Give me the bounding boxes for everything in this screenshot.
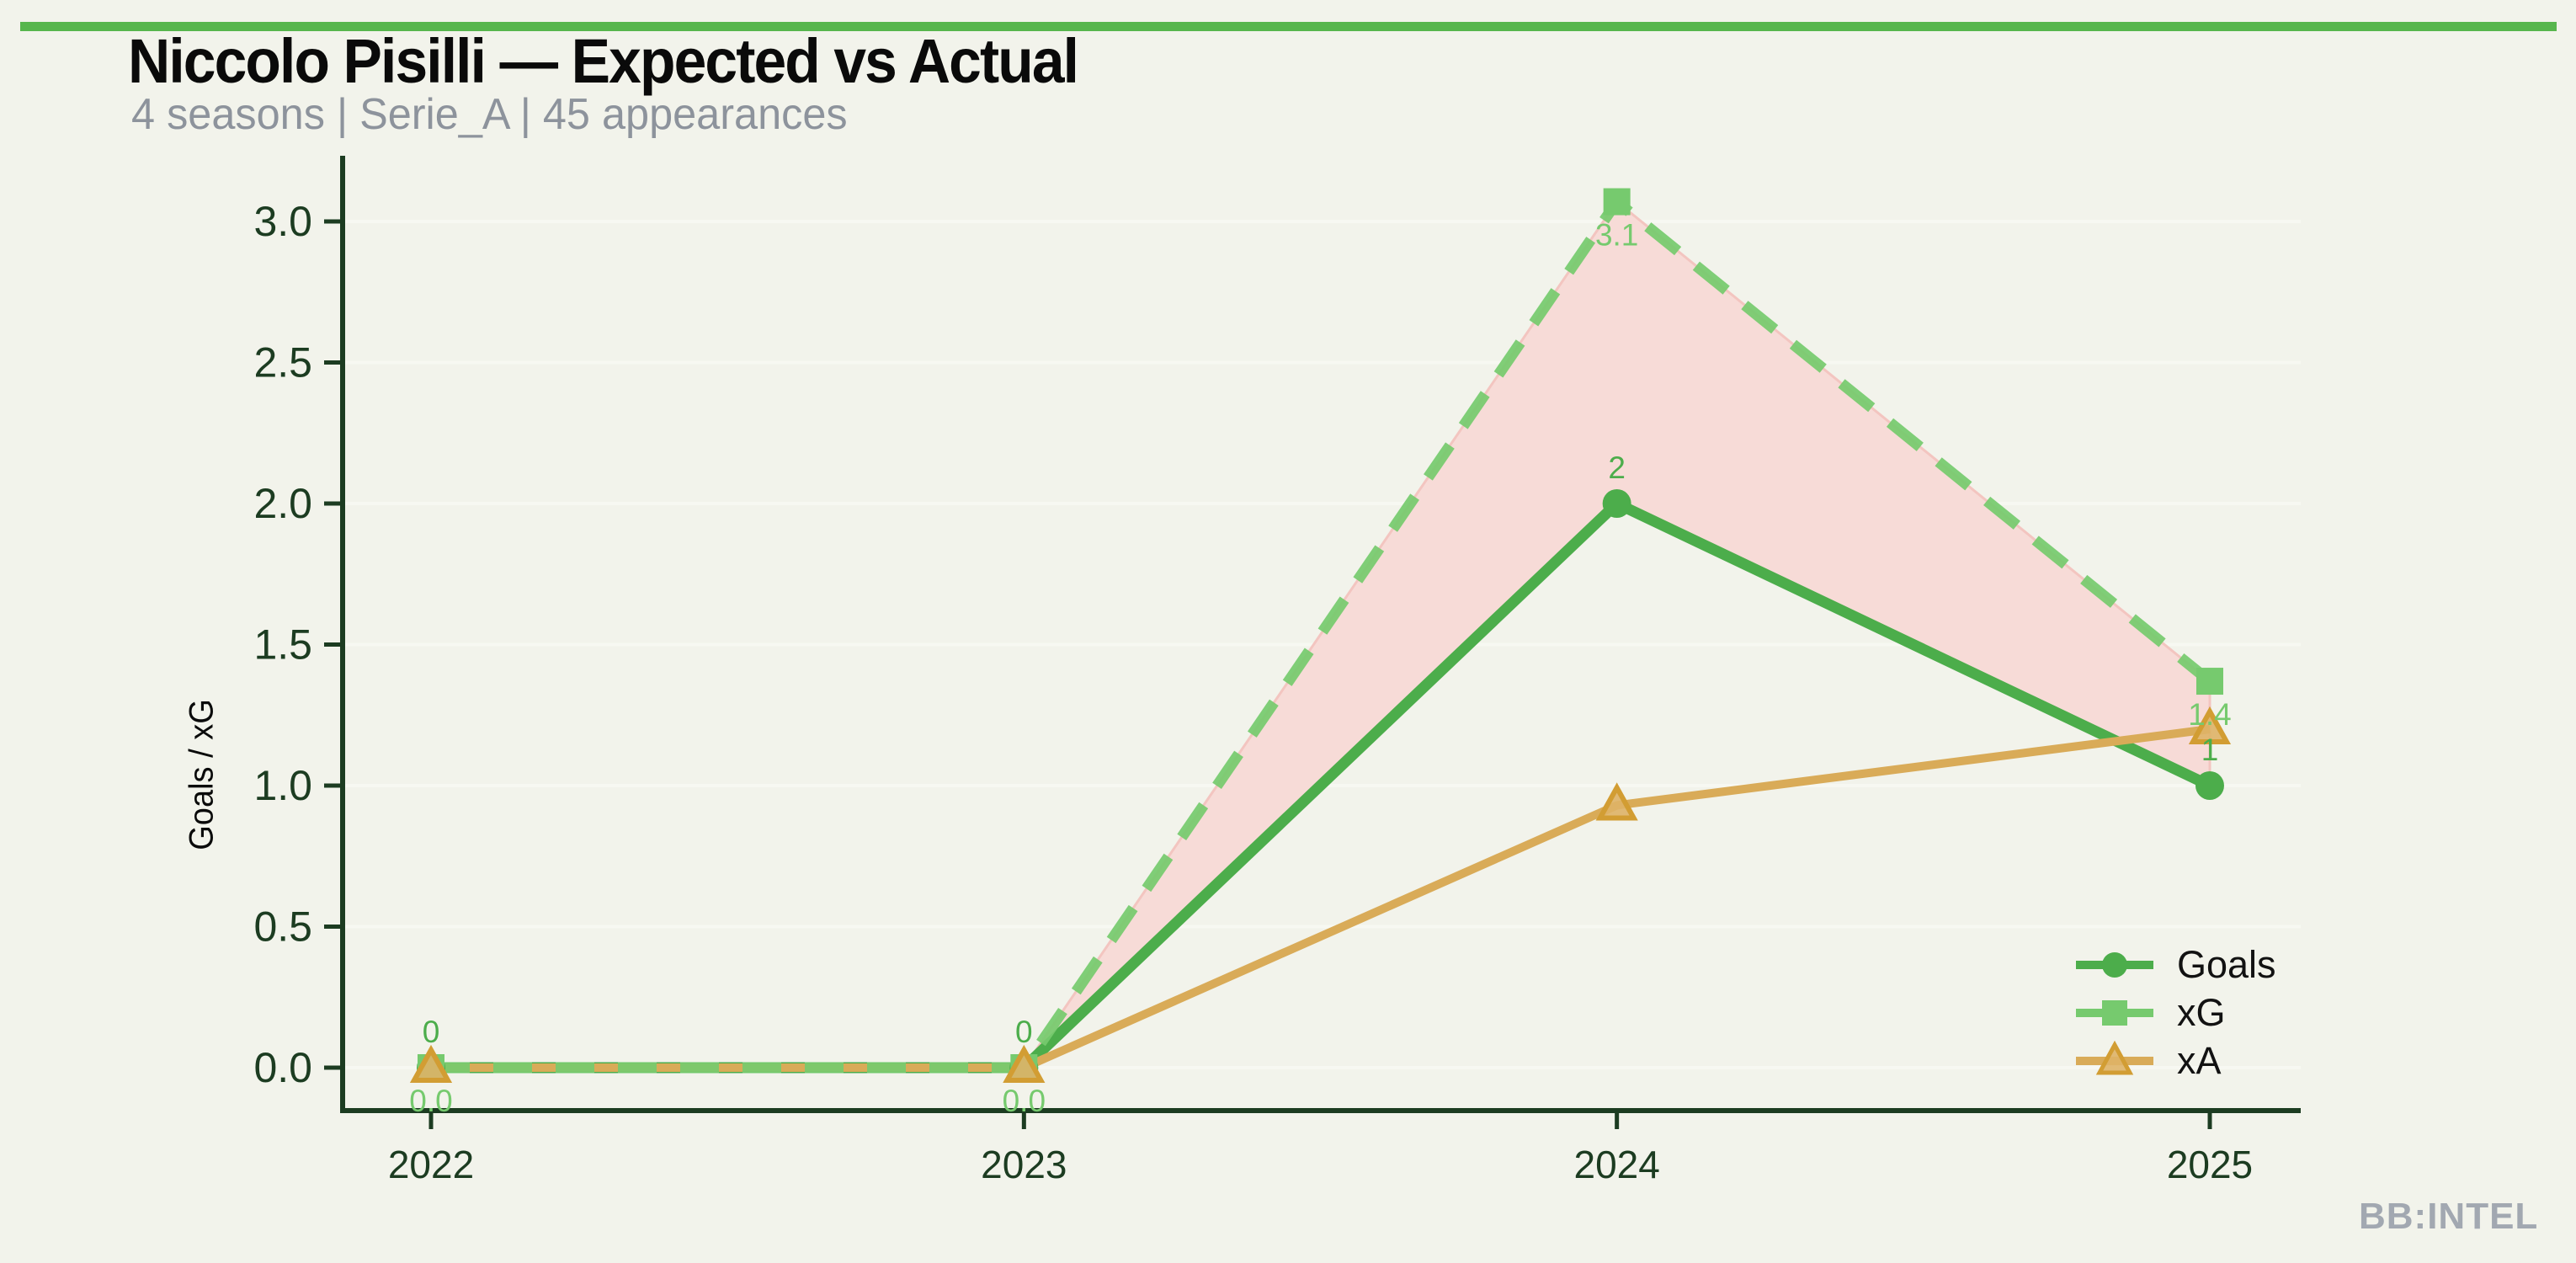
legend-label: xA xyxy=(2177,1039,2222,1082)
y-tick-label: 1.5 xyxy=(253,621,312,669)
series-markers xyxy=(409,188,2232,1083)
point-labels: 0 0 2 1 0.0 0.0 3.1 1.4 xyxy=(409,218,2231,1118)
x-tick-label: 2023 xyxy=(981,1143,1067,1186)
goals-point-label: 1 xyxy=(2201,733,2219,767)
xg-point-label: 0.0 xyxy=(409,1084,452,1118)
y-tick-label: 2.5 xyxy=(253,339,312,386)
goals-point-label: 0 xyxy=(1015,1015,1033,1049)
legend-label: xG xyxy=(2177,991,2226,1034)
chart-title: Niccolo Pisilli — Expected vs Actual xyxy=(128,26,1079,96)
xg-goals-gap-fill xyxy=(1023,200,2211,1069)
xa-point-marker xyxy=(1003,1044,1046,1083)
axis-spine xyxy=(340,156,2301,1113)
xg-line xyxy=(431,196,2214,1074)
legend-triangle-marker xyxy=(2095,1041,2134,1075)
legend-item-xa: xA xyxy=(2073,1039,2276,1082)
goals-point-label: 0 xyxy=(423,1015,440,1049)
legend-item-goals: Goals xyxy=(2073,943,2276,986)
y-tick-label: 0.5 xyxy=(253,903,312,951)
xa-point-marker xyxy=(2188,706,2232,744)
y-tick-label: 3.0 xyxy=(253,198,312,245)
x-tick-label: 2022 xyxy=(388,1143,474,1186)
legend-square-marker xyxy=(2102,1000,2127,1026)
y-tick-label: 2.0 xyxy=(253,480,312,527)
legend: Goals xG xA xyxy=(2073,943,2276,1082)
legend-label: Goals xyxy=(2177,943,2276,986)
xg-point-label: 0.0 xyxy=(1003,1084,1046,1118)
top-accent-bar xyxy=(20,22,2557,31)
x-tick-label: 2024 xyxy=(1573,1143,1659,1186)
xg-point-label: 1.4 xyxy=(2188,697,2231,732)
y-tick-label: 0.0 xyxy=(253,1044,312,1091)
xg-point-marker xyxy=(1603,188,1631,216)
series-lines xyxy=(431,196,2214,1074)
goals-point-marker xyxy=(1602,489,1631,518)
watermark: BB:INTEL xyxy=(2359,1196,2539,1237)
xg-legend-swatch xyxy=(2076,1000,2153,1026)
over-performance-fill xyxy=(1023,200,2211,1069)
xa-point-marker xyxy=(1595,782,1638,821)
legend-item-xg: xG xyxy=(2073,991,2276,1034)
goals-point-marker xyxy=(2195,771,2224,800)
xa-legend-swatch xyxy=(2076,1041,2153,1075)
xg-point-marker xyxy=(2195,668,2223,695)
goals-point-label: 2 xyxy=(1608,450,1626,485)
chart-subtitle: 4 seasons | Serie_A | 45 appearances xyxy=(131,90,848,139)
goals-legend-swatch xyxy=(2076,952,2153,978)
axes: 0.0 0.5 1.0 1.5 2.0 2.5 3.0 2022 2023 2024 2025 xyxy=(253,156,2301,1186)
xa-point-marker xyxy=(409,1044,453,1083)
xg-point-label: 3.1 xyxy=(1595,218,1638,253)
xa-line xyxy=(431,725,2211,1072)
legend-circle-marker xyxy=(2102,952,2127,978)
y-tick-label: 1.0 xyxy=(253,762,312,809)
x-tick-label: 2025 xyxy=(2167,1143,2253,1186)
